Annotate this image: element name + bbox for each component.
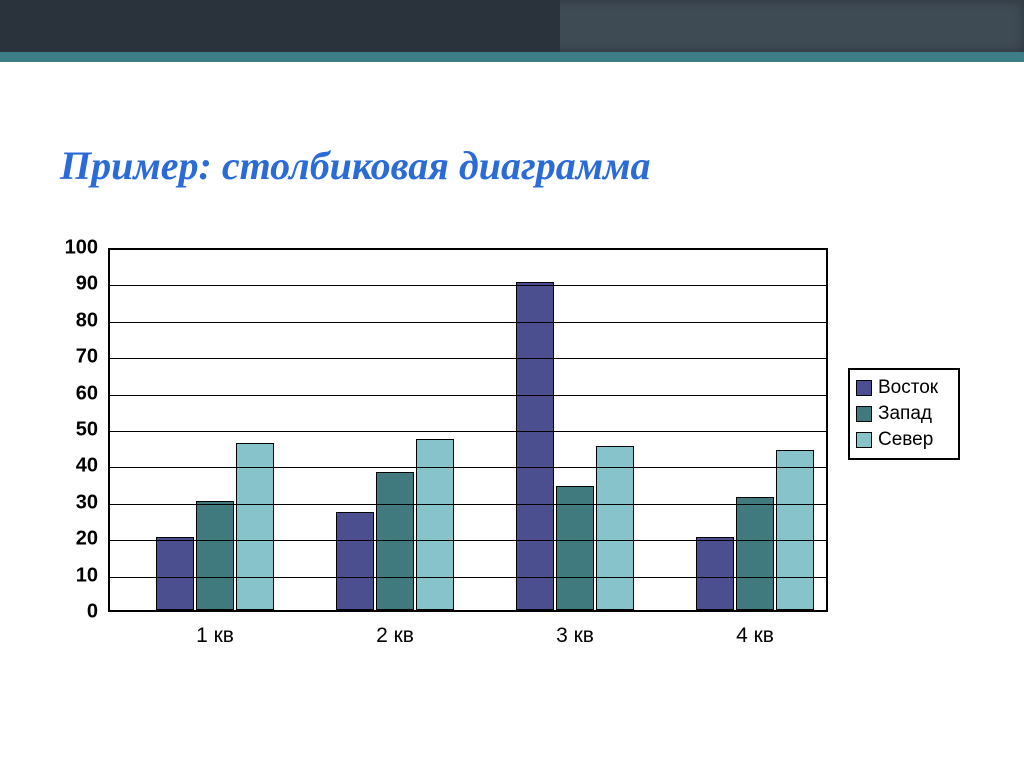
bar (556, 486, 594, 610)
legend-item: Восток (856, 375, 952, 401)
bar (416, 439, 454, 610)
legend-label: Север (878, 429, 933, 451)
gridline (108, 467, 826, 468)
y-tick-label: 30 (76, 491, 98, 514)
legend-swatch (856, 406, 872, 422)
y-tick-label: 70 (76, 346, 98, 369)
legend-label: Запад (878, 403, 932, 425)
legend-swatch (856, 380, 872, 396)
y-tick-label: 80 (76, 309, 98, 332)
bar (516, 282, 554, 610)
legend-item: Запад (856, 401, 952, 427)
x-tick-label: 3 кв (556, 624, 594, 648)
gridline (108, 504, 826, 505)
y-axis-labels: 0102030405060708090100 (60, 248, 104, 612)
x-axis-labels: 1 кв 2 кв 3 кв 4 кв (108, 624, 828, 652)
gridline (108, 577, 826, 578)
y-tick-label: 20 (76, 528, 98, 551)
bar (736, 497, 774, 610)
y-tick-label: 60 (76, 382, 98, 405)
header-bar (0, 0, 1024, 52)
gridline (108, 540, 826, 541)
y-tick-label: 40 (76, 455, 98, 478)
y-tick-label: 10 (76, 564, 98, 587)
plot-area (108, 248, 828, 612)
gridline (108, 358, 826, 359)
x-tick-label: 4 кв (736, 624, 774, 648)
legend-swatch (856, 432, 872, 448)
y-tick-label: 0 (87, 601, 98, 624)
y-tick-label: 100 (65, 237, 98, 260)
legend-item: Север (856, 427, 952, 453)
x-tick-label: 1 кв (196, 624, 234, 648)
bar (776, 450, 814, 610)
y-tick-label: 50 (76, 419, 98, 442)
x-tick-label: 2 кв (376, 624, 414, 648)
legend: Восток Запад Север (848, 368, 960, 460)
bar (336, 512, 374, 610)
gridline (108, 285, 826, 286)
slide: Пример: столбиковая диаграмма 0 10 20 30 40 5… (0, 0, 1024, 768)
gridline (108, 395, 826, 396)
bar (156, 537, 194, 610)
gridline (108, 322, 826, 323)
gridline (108, 431, 826, 432)
bar (196, 501, 234, 610)
slide-title: Пример: столбиковая диаграмма (60, 142, 651, 189)
legend-label: Восток (878, 377, 938, 399)
bar (696, 537, 734, 610)
bar-chart: 0102030405060708090100 1 кв2 кв3 кв4 кв … (60, 248, 960, 678)
accent-bar (0, 52, 1024, 62)
y-tick-label: 90 (76, 273, 98, 296)
bars-layer (108, 250, 826, 610)
bar (596, 446, 634, 610)
